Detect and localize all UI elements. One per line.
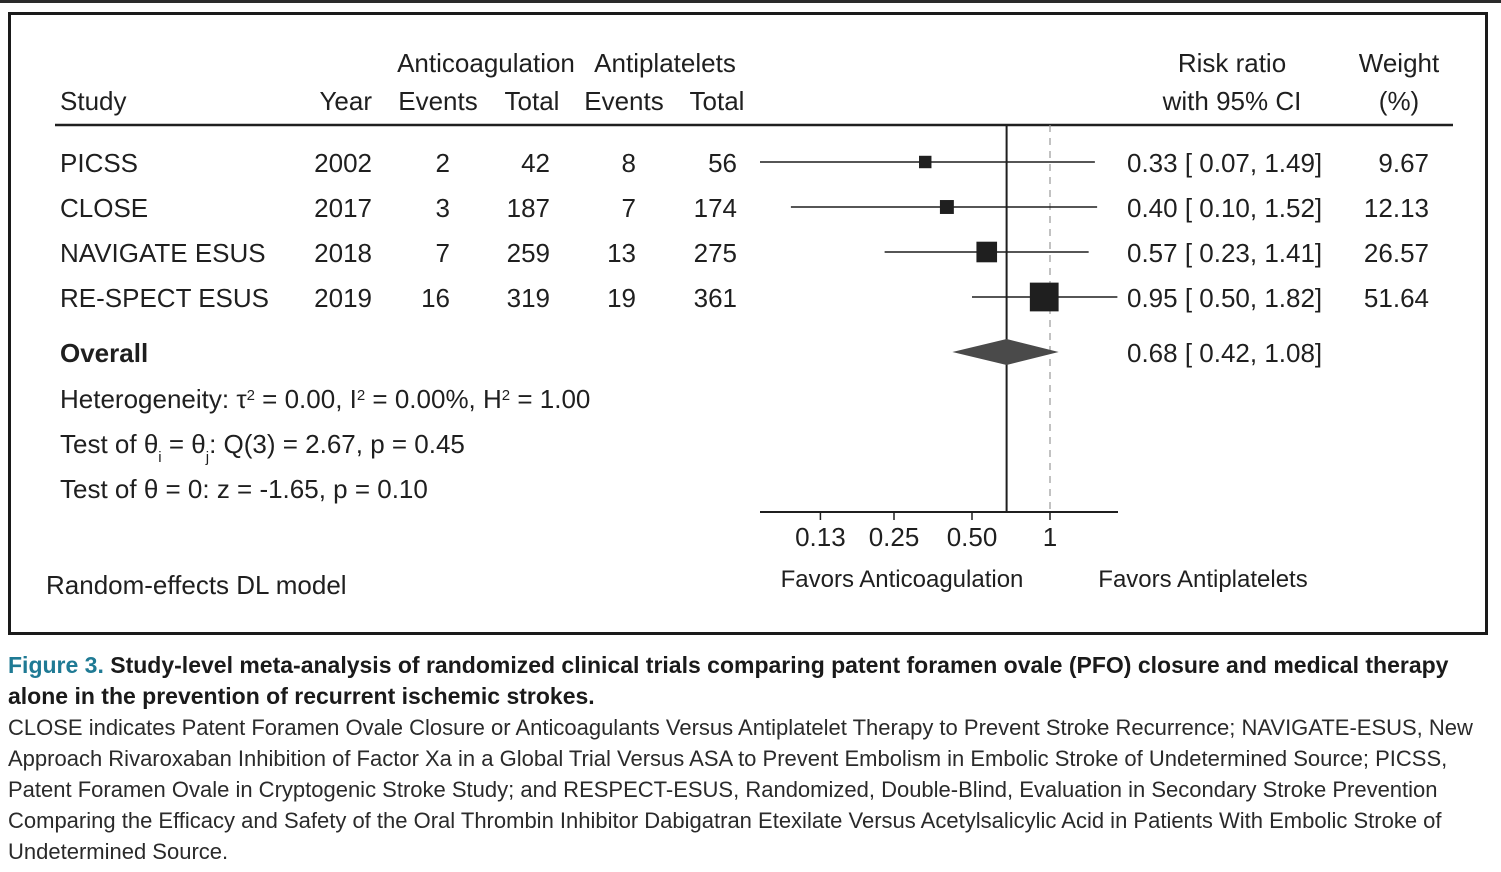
point-estimate-square (939, 200, 954, 214)
caption-title-text: Study-level meta-analysis of randomized … (8, 652, 1449, 709)
risk-ratio-ci: 0.95 [ 0.50, 1.82] (1127, 283, 1322, 313)
overall-label: Overall (60, 338, 148, 368)
test-overall-effect: Test of θ = 0: z = -1.65, p = 0.10 (60, 474, 428, 504)
anticoag-events: 2 (436, 148, 450, 178)
study-year: 2019 (314, 283, 372, 313)
x-tick-label: 0.25 (869, 522, 920, 552)
header-study: Study (60, 86, 127, 116)
top-rule (0, 0, 1501, 3)
header-antiplatelets: Antiplatelets (594, 48, 736, 78)
header-weight-pct: (%) (1379, 86, 1419, 116)
forest-plot: Anticoagulation Antiplatelets Study Year Eve… (46, 48, 1453, 600)
x-tick-label: 0.50 (947, 522, 998, 552)
model-label: Random-effects DL model (46, 570, 347, 600)
study-weight: 51.64 (1364, 283, 1429, 313)
heterogeneity-stats: Heterogeneity: τ2 = 0.00, I2 = 0.00%, H2… (60, 384, 590, 414)
risk-ratio-ci: 0.57 [ 0.23, 1.41] (1127, 238, 1322, 268)
study-year: 2018 (314, 238, 372, 268)
header-events-anticoag: Events (398, 86, 478, 116)
study-year: 2002 (314, 148, 372, 178)
study-name: CLOSE (60, 193, 148, 223)
antiplatelet-total: 174 (694, 193, 737, 223)
antiplatelet-total: 361 (694, 283, 737, 313)
study-name: NAVIGATE ESUS (60, 238, 266, 268)
antiplatelet-events: 7 (622, 193, 636, 223)
test-between-studies: Test of θi = θj: Q(3) = 2.67, p = 0.45 (60, 429, 465, 466)
header-year: Year (319, 86, 372, 116)
anticoag-total: 187 (507, 193, 550, 223)
study-year: 2017 (314, 193, 372, 223)
antiplatelet-events: 8 (622, 148, 636, 178)
anticoag-events: 3 (436, 193, 450, 223)
antiplatelet-events: 19 (607, 283, 636, 313)
risk-ratio-ci: 0.33 [ 0.07, 1.49] (1127, 148, 1322, 178)
anticoag-total: 259 (507, 238, 550, 268)
anticoag-total: 42 (521, 148, 550, 178)
header-ci: with 95% CI (1162, 86, 1302, 116)
study-weight: 9.67 (1378, 148, 1429, 178)
study-name: RE-SPECT ESUS (60, 283, 269, 313)
anticoag-total: 319 (507, 283, 550, 313)
point-estimate-square (919, 155, 932, 169)
x-tick-label: 1 (1043, 522, 1057, 552)
caption-figure-label: Figure 3. (8, 652, 104, 678)
header-anticoagulation: Anticoagulation (397, 48, 575, 78)
anticoag-events: 7 (436, 238, 450, 268)
overall-risk-ratio-ci: 0.68 [ 0.42, 1.08] (1127, 338, 1322, 368)
study-weight: 26.57 (1364, 238, 1429, 268)
header-risk-ratio: Risk ratio (1178, 48, 1286, 78)
favors-anticoagulation-label: Favors Anticoagulation (781, 566, 1024, 593)
antiplatelet-events: 13 (607, 238, 636, 268)
antiplatelet-total: 275 (694, 238, 737, 268)
study-name: PICSS (60, 148, 138, 178)
header-events-antiplatelet: Events (584, 86, 664, 116)
point-estimate-square (1029, 282, 1059, 312)
risk-ratio-ci: 0.40 [ 0.10, 1.52] (1127, 193, 1322, 223)
antiplatelet-total: 56 (708, 148, 737, 178)
header-weight: Weight (1359, 48, 1440, 78)
x-tick-label: 0.13 (795, 522, 846, 552)
study-weight: 12.13 (1364, 193, 1429, 223)
figure-caption: Figure 3. Study-level meta-analysis of r… (8, 650, 1494, 867)
header-total-anticoag: Total (505, 86, 560, 116)
forest-plot-frame: Anticoagulation Antiplatelets Study Year Eve… (8, 12, 1488, 635)
favors-antiplatelets-label: Favors Antiplatelets (1098, 566, 1307, 593)
point-estimate-square (976, 241, 998, 263)
caption-body: CLOSE indicates Patent Foramen Ovale Clo… (8, 715, 1473, 864)
header-total-antiplatelet: Total (690, 86, 745, 116)
anticoag-events: 16 (421, 283, 450, 313)
caption-title: Figure 3. Study-level meta-analysis of r… (8, 650, 1494, 712)
overall-diamond (952, 339, 1059, 365)
